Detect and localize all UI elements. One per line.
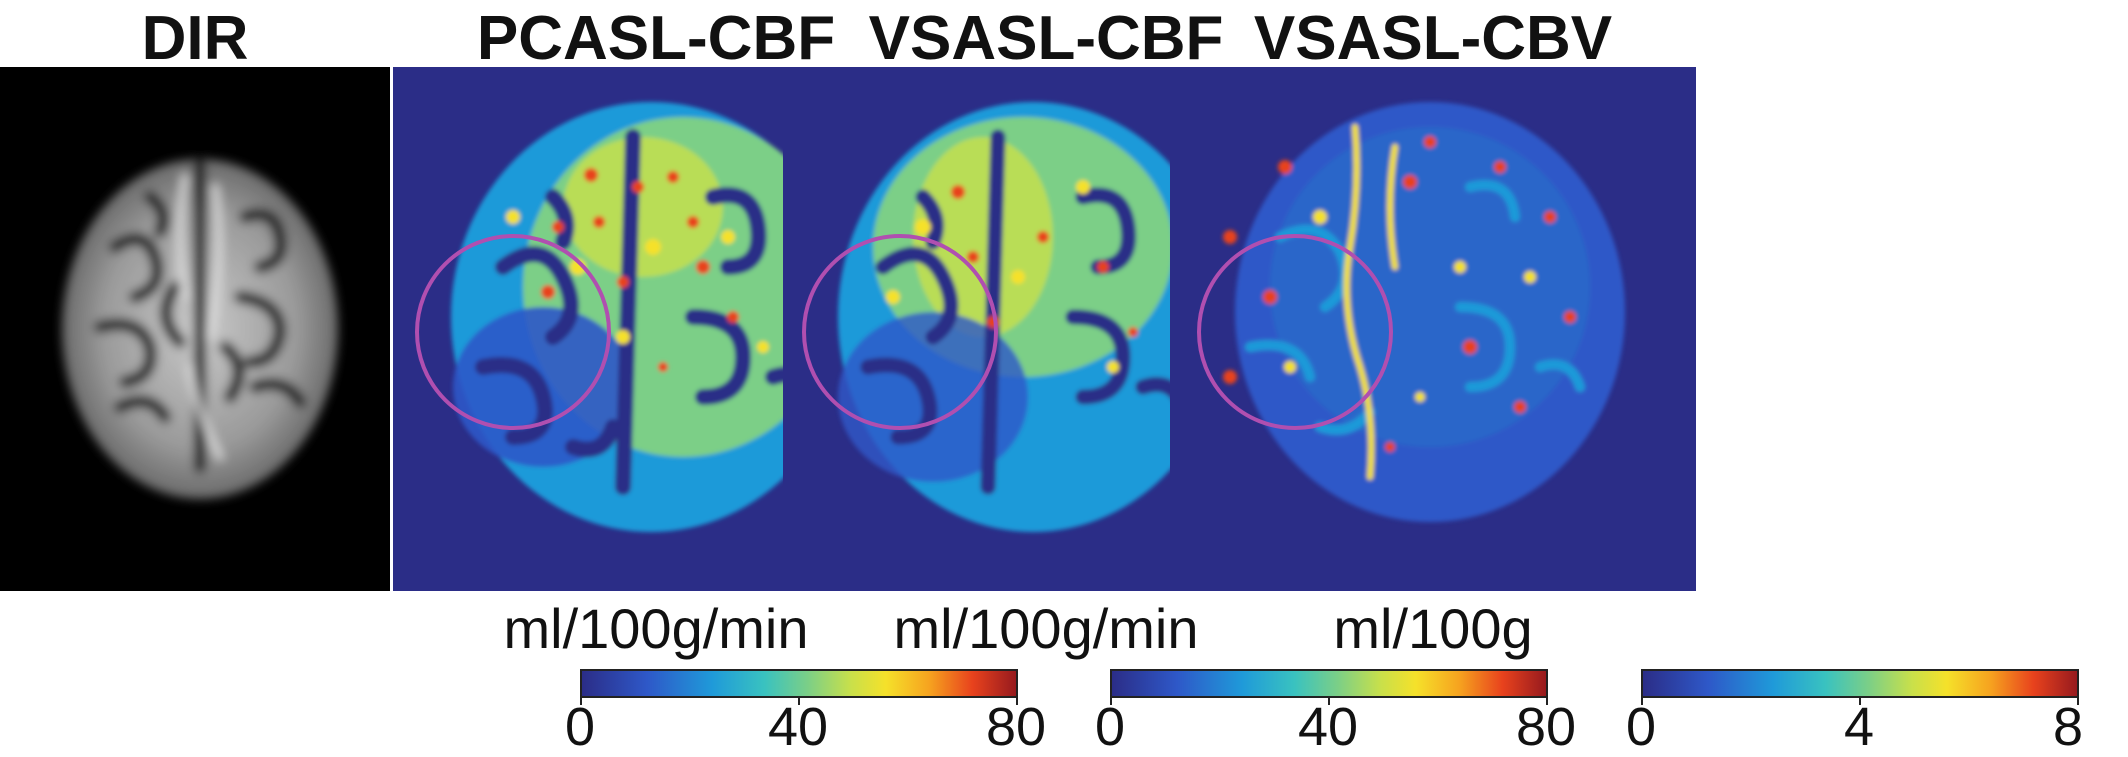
vsasl-cbv-map [1170, 67, 1696, 591]
colorbar-tick-label: 0 [1625, 697, 1657, 757]
dir-image [0, 67, 390, 591]
colorbar-tick-label: 0 [564, 697, 596, 757]
colorbar-tick-label: 40 [1297, 697, 1359, 757]
colorbar-tick-label: 40 [767, 697, 829, 757]
panel-title-vsasl-cbv: VSASL-CBV [1253, 4, 1613, 73]
colorbar-tick-label: 4 [1843, 697, 1875, 757]
colorbar-tick [798, 696, 800, 705]
colorbar-pcasl-cbf [580, 669, 1018, 698]
colorbar-tick [2077, 696, 2079, 705]
colorbar-tick-label: 80 [1515, 697, 1577, 757]
colorbar-tick [1546, 696, 1548, 705]
panel-title-dir: DIR [141, 4, 249, 73]
unit-label-vsasl-cbf: ml/100g/min [893, 597, 1199, 660]
colorbar-tick-label: 80 [985, 697, 1047, 757]
colorbar-tick [1328, 696, 1330, 705]
colorbar-tick [1110, 696, 1112, 705]
colorbar-vsasl-cbf [1110, 669, 1548, 698]
unit-label-vsasl-cbv: ml/100g [1333, 597, 1533, 660]
colorbar-tick [580, 696, 582, 705]
panel-title-vsasl-cbf: VSASL-CBF [868, 4, 1224, 73]
colorbar-tick [1641, 696, 1643, 705]
colorbar-tick-label: 8 [2052, 697, 2084, 757]
colorbar-tick-label: 0 [1094, 697, 1126, 757]
unit-label-pcasl-cbf: ml/100g/min [503, 597, 809, 660]
panel-title-pcasl-cbf: PCASL-CBF [476, 4, 836, 73]
colorbar-tick [1859, 696, 1861, 705]
colorbar-vsasl-cbv [1641, 669, 2079, 698]
colorbar-tick [1016, 696, 1018, 705]
